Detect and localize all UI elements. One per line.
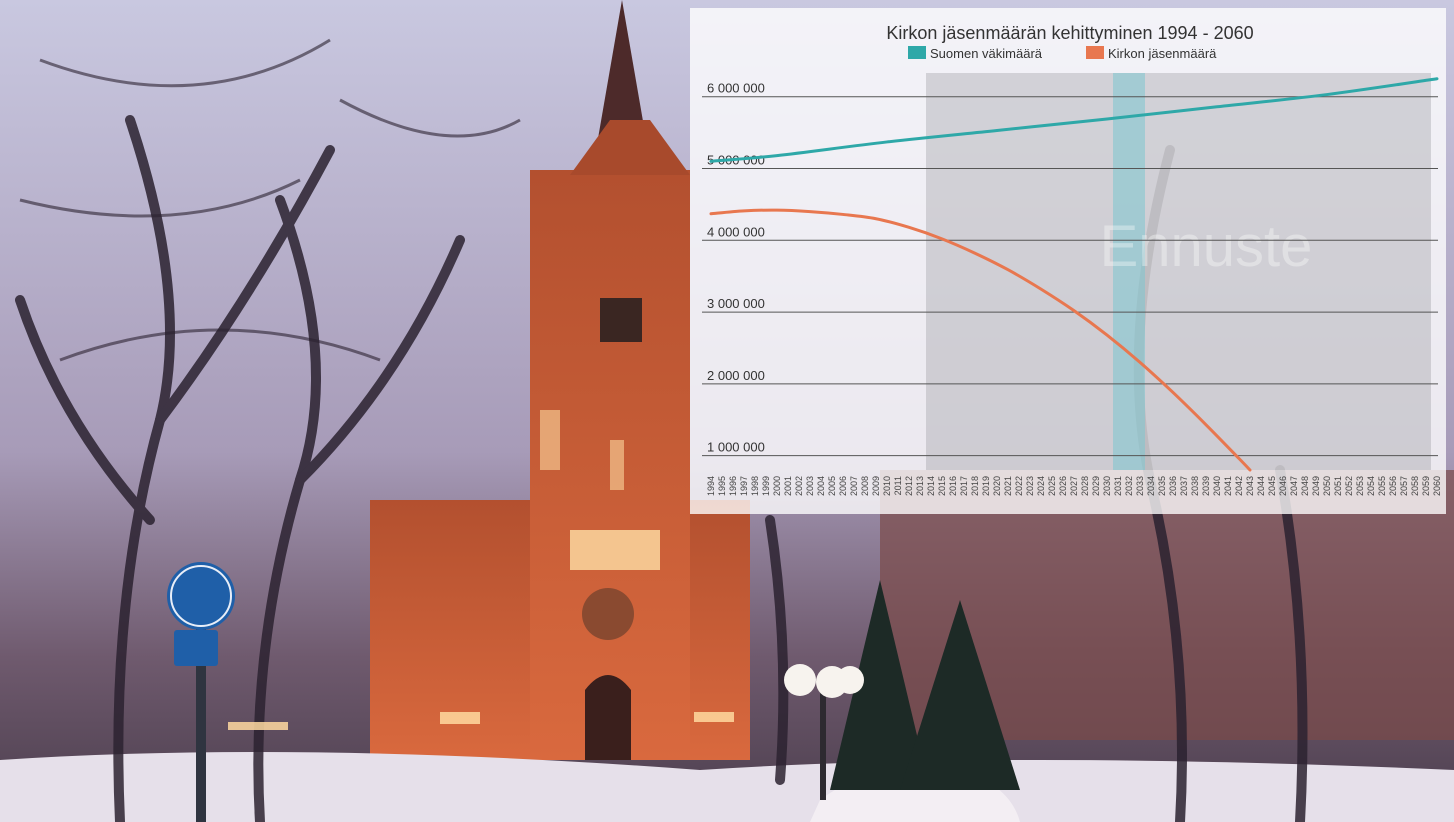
x-tick-label: 2000 bbox=[772, 476, 782, 496]
church-icon bbox=[370, 0, 750, 760]
x-tick-label: 2008 bbox=[860, 476, 870, 496]
x-tick-label: 2034 bbox=[1146, 476, 1156, 496]
x-tick-label: 2013 bbox=[915, 476, 925, 496]
x-tick-label: 2036 bbox=[1168, 476, 1178, 496]
x-tick-label: 2042 bbox=[1234, 476, 1244, 496]
x-tick-label: 2017 bbox=[959, 476, 969, 496]
x-tick-label: 2058 bbox=[1410, 476, 1420, 496]
x-tick-label: 2055 bbox=[1377, 476, 1387, 496]
forecast-label: Ennuste bbox=[1100, 214, 1313, 279]
x-tick-label: 2045 bbox=[1267, 476, 1277, 496]
x-tick-label: 2049 bbox=[1311, 476, 1321, 496]
x-tick-label: 2037 bbox=[1179, 476, 1189, 496]
x-tick-label: 2020 bbox=[992, 476, 1002, 496]
x-tick-label: 2035 bbox=[1157, 476, 1167, 496]
x-tick-label: 2018 bbox=[970, 476, 980, 496]
x-tick-label: 1998 bbox=[750, 476, 760, 496]
x-tick-label: 2026 bbox=[1058, 476, 1068, 496]
x-tick-label: 2053 bbox=[1355, 476, 1365, 496]
x-tick-label: 2022 bbox=[1014, 476, 1024, 496]
x-tick-label: 2056 bbox=[1388, 476, 1398, 496]
x-tick-label: 2003 bbox=[805, 476, 815, 496]
legend-label: Kirkon jäsenmäärä bbox=[1108, 46, 1217, 61]
x-tick-label: 2006 bbox=[838, 476, 848, 496]
bicycle-sign-icon bbox=[167, 562, 235, 822]
x-tick-label: 2028 bbox=[1080, 476, 1090, 496]
x-tick-label: 2032 bbox=[1124, 476, 1134, 496]
x-tick-label: 2024 bbox=[1036, 476, 1046, 496]
chart-panel bbox=[690, 8, 1446, 514]
x-tick-label: 2050 bbox=[1322, 476, 1332, 496]
x-tick-label: 2052 bbox=[1344, 476, 1354, 496]
y-tick-label: 2 000 000 bbox=[707, 368, 765, 383]
x-tick-label: 2011 bbox=[893, 476, 903, 495]
x-tick-label: 2005 bbox=[827, 476, 837, 496]
x-tick-label: 2044 bbox=[1256, 476, 1266, 496]
x-tick-label: 2023 bbox=[1025, 476, 1035, 496]
series-line-members bbox=[709, 208, 1252, 472]
highlight-band bbox=[1113, 73, 1145, 470]
x-tick-label: 2016 bbox=[948, 476, 958, 496]
y-tick-label: 1 000 000 bbox=[707, 440, 765, 455]
x-tick-label: 2046 bbox=[1278, 476, 1288, 496]
x-tick-label: 2059 bbox=[1421, 476, 1431, 496]
x-tick-label: 1997 bbox=[739, 476, 749, 496]
x-tick-label: 2029 bbox=[1091, 476, 1101, 496]
x-tick-label: 2047 bbox=[1289, 476, 1299, 496]
x-tick-label: 1994 bbox=[706, 476, 716, 496]
x-tick-label: 2040 bbox=[1212, 476, 1222, 496]
chart-title: Kirkon jäsenmäärän kehittyminen 1994 - 2… bbox=[886, 23, 1253, 43]
chart-legend: Suomen väkimäärä Kirkon jäsenmäärä bbox=[908, 46, 1217, 61]
membership-chart: Ennuste 1 000 000 2 000 000 3 000 000 4 000… bbox=[702, 23, 1442, 496]
x-tick-label: 2031 bbox=[1113, 476, 1123, 496]
x-tick-label: 2021 bbox=[1003, 476, 1013, 496]
x-tick-label: 2007 bbox=[849, 476, 859, 496]
x-tick-label: 2041 bbox=[1223, 476, 1233, 496]
x-tick-label: 2057 bbox=[1399, 476, 1409, 496]
x-tick-label: 2002 bbox=[794, 476, 804, 496]
x-tick-label: 2001 bbox=[783, 476, 793, 496]
x-tick-label: 2012 bbox=[904, 476, 914, 496]
x-tick-label: 2004 bbox=[816, 476, 826, 496]
street-lamp-icon bbox=[784, 664, 864, 800]
x-tick-label: 2054 bbox=[1366, 476, 1376, 496]
legend-label: Suomen väkimäärä bbox=[930, 46, 1043, 61]
x-tick-label: 2033 bbox=[1135, 476, 1145, 496]
x-tick-label: 2025 bbox=[1047, 476, 1057, 496]
x-tick-label: 2015 bbox=[937, 476, 947, 496]
y-tick-label: 4 000 000 bbox=[707, 224, 765, 239]
x-tick-label: 1995 bbox=[717, 476, 727, 496]
x-tick-label: 2051 bbox=[1333, 476, 1343, 496]
x-tick-label: 2014 bbox=[926, 476, 936, 496]
x-tick-label: 2009 bbox=[871, 476, 881, 496]
x-tick-label: 2039 bbox=[1201, 476, 1211, 496]
legend-swatch bbox=[1086, 46, 1104, 59]
x-tick-label: 1996 bbox=[728, 476, 738, 496]
series-line-population bbox=[709, 77, 1439, 163]
x-tick-label: 2038 bbox=[1190, 476, 1200, 496]
y-tick-label: 3 000 000 bbox=[707, 296, 765, 311]
x-tick-label: 2027 bbox=[1069, 476, 1079, 496]
x-tick-label: 2030 bbox=[1102, 476, 1112, 496]
x-tick-label: 2060 bbox=[1432, 476, 1442, 496]
x-tick-label: 2048 bbox=[1300, 476, 1310, 496]
y-tick-label: 6 000 000 bbox=[707, 81, 765, 96]
legend-swatch bbox=[908, 46, 926, 59]
x-tick-label: 2010 bbox=[882, 476, 892, 496]
x-tick-label: 2019 bbox=[981, 476, 991, 496]
x-tick-label: 2043 bbox=[1245, 476, 1255, 496]
x-tick-label: 1999 bbox=[761, 476, 771, 496]
